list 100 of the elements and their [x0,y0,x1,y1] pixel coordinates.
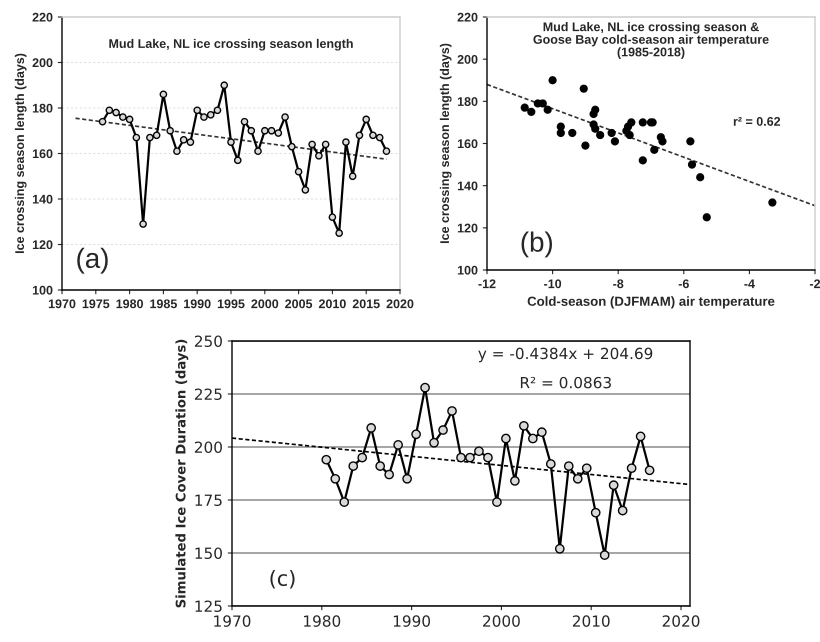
x-axis-title: Cold-season (DJFMAM) air temperature [528,296,774,309]
point [214,106,222,114]
point [591,106,600,114]
point [590,508,601,518]
point [636,432,646,442]
point [544,106,552,114]
point [362,116,370,124]
point [596,130,604,140]
point [328,213,336,222]
annotation: r² = 0.62 [734,117,780,126]
annotation: R² = 0.0863 [520,376,611,388]
x-tick-label: -2 [810,279,820,288]
point [335,229,343,237]
y-axis-title: Simulated Ice Cover Duration (days) [175,340,188,608]
point [591,124,600,133]
point [376,134,384,142]
y-tick-label: 200 [458,54,478,64]
x-tick-label: 2010 [572,615,610,627]
x-tick-label: 1990 [394,615,430,627]
point [166,126,174,135]
y-tick-label: 200 [194,441,222,454]
x-tick-label: 2020 [662,615,700,627]
x-tick-label: 2000 [483,615,520,627]
point [527,108,536,116]
point [582,463,592,474]
point [456,452,466,462]
point [193,106,202,114]
point [572,474,583,484]
point [357,452,368,462]
point [510,476,520,486]
text: Mud Lake, NL ice crossing season & Goose Bay cold-season air temperature (1985-2018) [533,22,769,59]
point [321,454,332,465]
x-tick-label: -12 [478,279,496,288]
point [160,90,168,98]
point [688,160,696,169]
point [696,173,704,182]
y-tick-label: 220 [458,12,478,22]
point [650,146,658,154]
point [438,425,448,435]
point [626,463,636,474]
point [382,147,390,156]
point [429,438,439,448]
point [274,129,282,137]
point [580,84,588,93]
x-tick-label: -8 [613,279,624,288]
point [348,461,358,471]
y-tick-label: 100 [32,286,52,295]
y-tick-label: 225 [194,388,222,400]
x-tick-label: 2015 [352,299,380,308]
point [152,131,160,140]
y-tick-label: 160 [32,149,52,158]
point [548,76,557,84]
point [240,118,248,126]
point [234,156,242,164]
point [618,506,628,516]
point [638,156,647,164]
point [173,147,181,156]
point [554,544,565,554]
point [420,382,430,392]
point [112,108,120,116]
point [126,116,134,124]
x-tick-label: 2005 [285,299,312,308]
x-tick-label: -10 [544,279,562,288]
point [702,213,711,222]
point [600,550,610,560]
point [638,118,647,127]
x-tick-label: 1980 [304,615,340,627]
y-tick-label: 125 [195,600,222,612]
point [342,138,350,146]
point [366,423,376,433]
point [356,131,364,140]
point [465,452,475,462]
point [768,198,776,207]
point [339,497,350,507]
point [528,434,538,444]
y-tick-label: 200 [32,58,52,68]
x-tick-label: 1990 [184,299,211,308]
point [492,497,502,507]
point [330,474,340,484]
point [474,446,484,456]
point [546,459,556,469]
point [556,128,565,138]
point [254,147,262,156]
point [227,138,235,146]
point [146,134,154,142]
point [610,137,620,146]
point [627,118,636,127]
point [626,130,634,140]
point [568,128,576,138]
point [411,429,421,440]
point [315,152,323,160]
point [247,126,256,135]
x-tick-label: 1985 [150,299,177,308]
point [132,134,140,142]
y-tick-label: 140 [458,181,478,190]
point [608,480,619,490]
x-tick-label: 1970 [214,615,250,627]
point [536,427,547,438]
point [369,131,377,140]
text: Mud Lake, NL ice crossing season length [109,38,353,51]
